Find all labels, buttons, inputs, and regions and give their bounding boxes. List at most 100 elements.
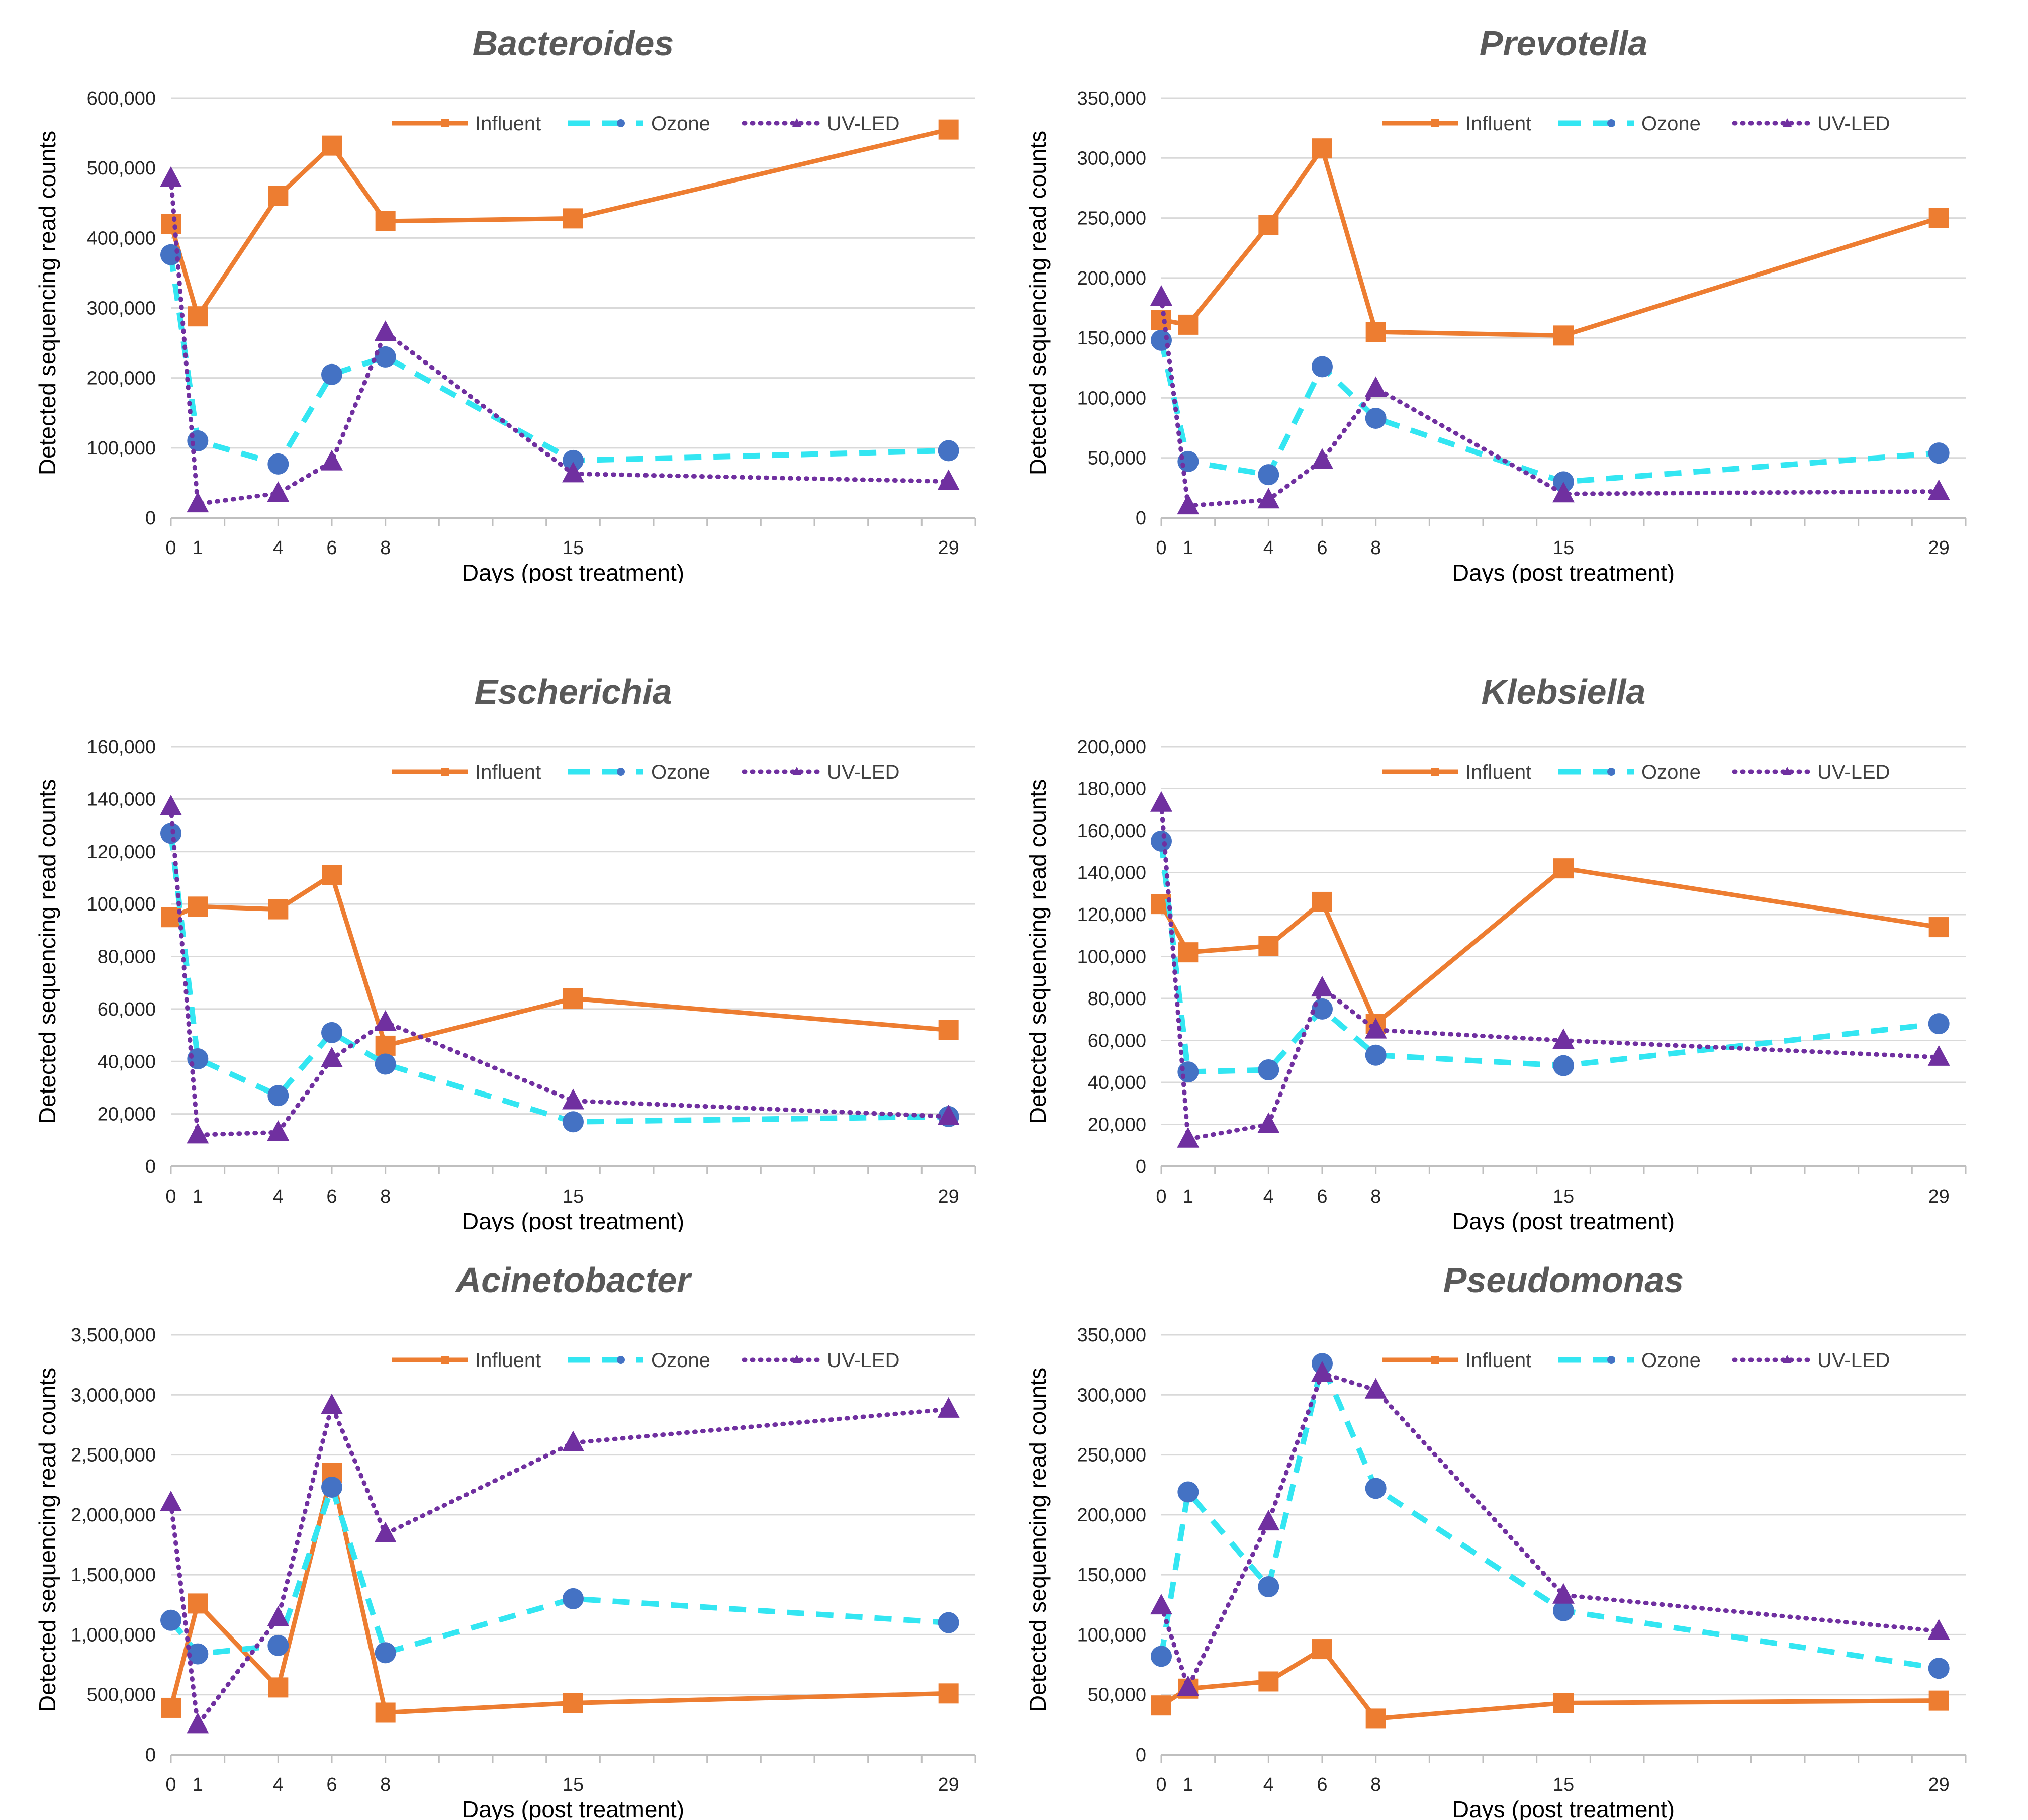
x-tick-label: 29 <box>1928 1774 1950 1795</box>
data-point-influent-day-8 <box>375 1035 396 1056</box>
chart-panel-pseudomonas: Pseudomonas 0 50,000 100,000 150,000 200,000 2… <box>1010 1247 2006 1820</box>
x-tick-label: 8 <box>1370 537 1381 559</box>
data-point-uvled-day-8 <box>1364 1018 1387 1039</box>
x-axis-label: Days (post treatment) <box>1452 1208 1675 1232</box>
y-axis-label: Detected sequencing read counts <box>1025 131 1051 475</box>
x-tick-label: 6 <box>326 537 337 559</box>
data-point-uvled-day-8 <box>374 320 397 341</box>
data-point-ozone-day-4 <box>1258 1059 1279 1080</box>
data-point-influent-day-15 <box>563 1693 583 1713</box>
data-point-influent-day-0 <box>161 214 181 234</box>
x-tick-label: 6 <box>1317 1186 1327 1207</box>
x-tick-label: 1 <box>1183 1186 1193 1207</box>
legend-marker <box>441 119 449 127</box>
legend-marker <box>617 768 625 776</box>
legend-label: UV-LED <box>827 761 900 783</box>
data-point-influent-day-15 <box>1553 858 1574 879</box>
x-tick-label: 4 <box>273 1774 284 1795</box>
data-point-uvled-day-0 <box>1150 791 1172 812</box>
series-influent <box>161 119 959 327</box>
data-point-uvled-day-15 <box>1552 1583 1575 1604</box>
data-point-uvled-day-15 <box>562 1430 584 1451</box>
series-uvled <box>160 1393 960 1734</box>
data-point-ozone-day-8 <box>1365 407 1387 429</box>
y-axis-label: Detected sequencing read counts <box>34 779 60 1124</box>
data-point-uvled-day-8 <box>374 1522 397 1543</box>
gridlines <box>1161 97 1966 459</box>
y-tick-label: 80,000 <box>1088 988 1146 1010</box>
data-point-uvled-day-4 <box>1257 1112 1280 1133</box>
data-point-influent-day-4 <box>1258 936 1279 956</box>
series-influent <box>161 865 959 1056</box>
y-tick-label: 60,000 <box>98 999 156 1020</box>
data-point-uvled-day-8 <box>374 1010 397 1031</box>
x-tick-label: 15 <box>1553 1186 1574 1207</box>
legend-label: Influent <box>475 113 541 135</box>
legend-marker <box>792 1355 801 1363</box>
data-point-influent-day-15 <box>1553 325 1574 346</box>
y-tick-label: 0 <box>1136 508 1146 529</box>
x-tick-label: 0 <box>1156 537 1166 559</box>
data-point-ozone-day-4 <box>267 1634 289 1656</box>
x-tick-label: 29 <box>1928 537 1950 559</box>
series-ozone <box>160 244 959 475</box>
legend-item-influent: Influent <box>392 1349 541 1372</box>
legend-marker <box>792 767 801 775</box>
data-point-uvled-day-15 <box>1552 482 1575 503</box>
data-point-influent-day-8 <box>375 1702 396 1723</box>
data-point-uvled-day-1 <box>1177 1127 1200 1148</box>
data-point-uvled-day-29 <box>937 1397 960 1418</box>
y-tick-label: 0 <box>1136 1745 1146 1766</box>
series-uvled <box>160 795 960 1144</box>
x-tick-label: 1 <box>1183 537 1193 559</box>
data-point-uvled-day-29 <box>1927 1619 1950 1640</box>
series-line-influent <box>168 127 949 319</box>
x-tick-label: 6 <box>1317 1774 1327 1795</box>
series-ozone <box>160 823 959 1133</box>
series-ozone <box>160 1476 959 1665</box>
chart-svg: Bacteroides 0 100,000 200,000 300,000 400,000… <box>34 24 976 583</box>
legend-label: Influent <box>1465 761 1531 783</box>
data-point-ozone-day-0 <box>160 823 181 844</box>
legend-marker <box>1431 1356 1439 1364</box>
data-point-influent-day-6 <box>1312 138 1332 159</box>
x-tick-label: 15 <box>563 1186 584 1207</box>
x-tick-label: 29 <box>1928 1186 1950 1207</box>
data-point-influent-day-6 <box>322 135 342 156</box>
data-point-influent-day-4 <box>1258 1671 1279 1692</box>
data-point-uvled-day-0 <box>160 1491 182 1511</box>
data-point-influent-day-15 <box>1553 1693 1574 1713</box>
x-tick-label: 8 <box>380 1186 391 1207</box>
figure-grid: Bacteroides 0 100,000 200,000 300,000 400,000… <box>34 24 1967 1820</box>
legend-marker <box>441 1356 449 1364</box>
data-point-ozone-day-4 <box>267 1085 289 1107</box>
data-point-uvled-day-1 <box>187 1712 209 1734</box>
legend-item-influent: Influent <box>1382 761 1531 783</box>
y-tick-label: 300,000 <box>87 298 156 319</box>
data-point-ozone-day-1 <box>1177 1481 1199 1503</box>
data-point-uvled-day-15 <box>562 1088 584 1110</box>
series-uvled <box>1150 285 1950 515</box>
series-uvled <box>1150 791 1950 1148</box>
data-point-influent-day-6 <box>322 865 342 885</box>
legend-item-uvled: UV-LED <box>1732 761 1890 783</box>
y-tick-label: 160,000 <box>1077 821 1146 842</box>
legend-label: Influent <box>1465 113 1531 135</box>
chart-title: Acinetobacter <box>455 1260 693 1300</box>
series-line-uvled <box>168 1403 951 1727</box>
x-tick-label: 0 <box>165 537 176 559</box>
y-tick-label: 120,000 <box>1077 904 1146 926</box>
y-tick-label: 100,000 <box>87 438 156 459</box>
y-tick-label: 400,000 <box>87 228 156 249</box>
y-tick-label: 3,000,000 <box>71 1385 156 1406</box>
legend-marker <box>617 119 625 127</box>
legend-item-uvled: UV-LED <box>742 113 900 135</box>
data-point-influent-day-4 <box>268 1677 289 1698</box>
x-tick-label: 6 <box>326 1774 337 1795</box>
data-point-uvled-day-6 <box>1311 448 1333 469</box>
data-point-ozone-day-4 <box>1258 1576 1279 1597</box>
y-axis-label: Detected sequencing read counts <box>34 131 60 475</box>
data-point-uvled-day-1 <box>1177 1675 1200 1696</box>
y-tick-label: 100,000 <box>1077 388 1146 409</box>
series-line-ozone <box>168 1484 949 1657</box>
